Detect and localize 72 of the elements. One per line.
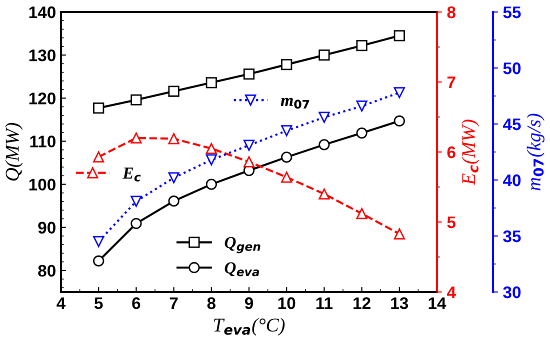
y3-axis-title: m$_{07}$(kg/s): [526, 114, 544, 190]
x-tick-label: 12: [354, 297, 370, 309]
point: [281, 59, 292, 70]
point: [130, 218, 142, 230]
y2-tick-label: 8: [447, 6, 456, 18]
point: [93, 151, 104, 162]
legend-label: E$_{c}$: [122, 168, 141, 182]
point: [130, 196, 142, 207]
point: [168, 196, 180, 207]
y2-tick-label: 4: [446, 286, 456, 298]
point: [356, 208, 368, 220]
y-tick-label: 80: [38, 264, 56, 277]
x-tick-label: 7: [170, 297, 178, 309]
point: [206, 77, 217, 88]
point: [168, 133, 180, 144]
y3-tick-label: 45: [502, 118, 521, 130]
y3-tick-label: 40: [502, 174, 521, 186]
point: [356, 100, 368, 112]
y2-tick-label: 5: [447, 216, 456, 228]
y3-tick-label: 35: [503, 230, 521, 242]
point: [281, 152, 292, 163]
point: [356, 40, 368, 52]
y-tick-label: 130: [29, 49, 56, 62]
point: [206, 142, 217, 154]
x-tick-label: 6: [132, 297, 140, 310]
x-tick-label: 14: [428, 297, 446, 309]
point: [206, 154, 217, 166]
point: [93, 255, 104, 267]
x-tick-label: 11: [316, 297, 333, 309]
point: [318, 188, 330, 200]
legend-label: Q$_{gen}$: [224, 236, 260, 254]
y3-tick-label: 50: [503, 62, 521, 74]
y-tick-label: 100: [29, 178, 56, 191]
y-tick-label: 120: [29, 92, 56, 104]
y3-tick-label: 30: [503, 286, 521, 298]
legend-label: m$_{07}$: [280, 98, 310, 109]
point: [243, 140, 255, 151]
point: [168, 172, 180, 184]
point: [243, 156, 255, 168]
y2-tick-label: 7: [447, 76, 456, 88]
point: [130, 94, 142, 106]
y3-tick-label: 55: [503, 6, 521, 18]
y-axis-title: Q(MW): [5, 122, 23, 181]
point: [394, 30, 405, 42]
point: [281, 172, 292, 183]
y2-tick-label: 6: [447, 146, 456, 158]
x-tick-label: 8: [207, 297, 216, 310]
x-tick-label: 10: [278, 297, 296, 310]
x-tick-label: 4: [56, 297, 66, 309]
point: [206, 178, 217, 190]
point: [281, 125, 292, 136]
point: [394, 228, 405, 240]
point: [394, 115, 405, 127]
x-tick-label: 9: [244, 297, 254, 310]
legend-label: Q$_{eva}$: [224, 262, 260, 276]
point: [93, 236, 104, 248]
y2-axis-title: E$_{c}$(MW): [462, 120, 480, 186]
x-tick-label: 5: [94, 297, 103, 310]
point: [130, 132, 142, 144]
point: [93, 102, 104, 114]
y-tick-label: 110: [30, 136, 56, 148]
x-axis-title: T$_{eva}$(°C): [214, 318, 285, 336]
point: [318, 50, 330, 61]
y-tick-label: 90: [38, 222, 56, 234]
y-tick-label: 140: [29, 6, 56, 18]
point: [318, 112, 330, 123]
point: [243, 68, 255, 80]
point: [356, 127, 368, 139]
point: [394, 87, 405, 98]
point: [318, 139, 330, 150]
x-tick-label: 13: [391, 297, 408, 310]
point: [168, 86, 180, 97]
